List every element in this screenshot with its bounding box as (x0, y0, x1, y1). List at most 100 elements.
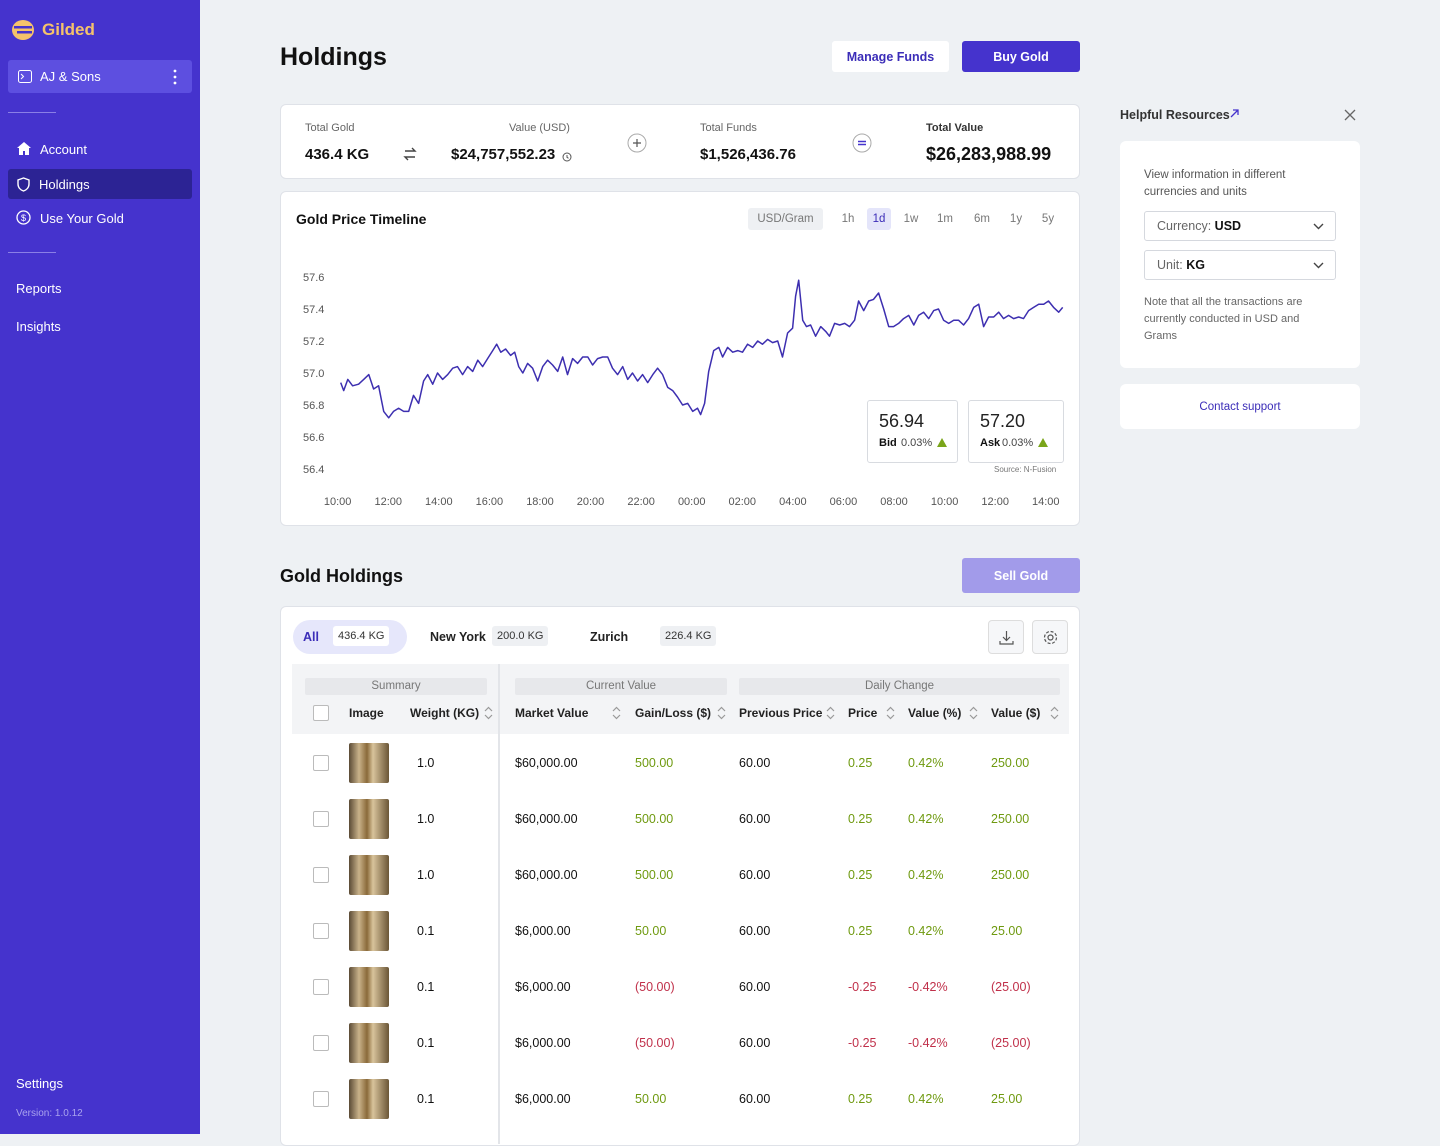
checkbox[interactable] (313, 867, 329, 883)
quote-change: 0.03% (901, 437, 933, 449)
x-tick-label: 06:00 (830, 496, 858, 508)
table-cell: 60.00 (739, 1092, 771, 1106)
table-cell: 0.1 (417, 924, 435, 938)
column-header[interactable]: Weight (KG) (410, 706, 480, 720)
nav-active[interactable] (8, 169, 192, 199)
column-header[interactable]: Value ($) (991, 706, 1041, 720)
sort-icon[interactable] (969, 706, 978, 720)
quote-box: 57.20 Ask 0.03% (968, 400, 1064, 463)
column-header[interactable]: Gain/Loss ($) (635, 706, 712, 720)
range-button[interactable]: 1h (841, 213, 855, 225)
account-name: AJ & Sons (40, 69, 101, 84)
table-cell: 250.00 (991, 756, 1030, 770)
unit-select[interactable]: Unit: KG (1144, 250, 1336, 280)
manage-funds-button[interactable]: Manage Funds (832, 41, 949, 72)
nav-link[interactable]: Reports (16, 281, 62, 296)
account-icon (18, 70, 32, 83)
group-header: Daily Change (739, 678, 1060, 695)
y-tick-label: 57.0 (303, 368, 324, 380)
table-cell: 500.00 (635, 868, 674, 882)
settings-link[interactable]: Settings (16, 1076, 63, 1091)
column-header[interactable]: Price (848, 706, 878, 720)
range-button[interactable]: 1y (1009, 213, 1023, 225)
checkbox[interactable] (313, 755, 329, 771)
sort-icon[interactable] (886, 706, 895, 720)
buy-gold-button[interactable]: Buy Gold (962, 41, 1080, 72)
table-cell: $60,000.00 (515, 756, 578, 770)
checkbox[interactable] (313, 1091, 329, 1107)
column-header[interactable]: Value (%) (908, 706, 962, 720)
column-header[interactable]: Previous Price (739, 706, 823, 720)
download-icon (999, 631, 1014, 645)
shield-icon (17, 177, 30, 192)
checkbox[interactable] (313, 1035, 329, 1051)
range-button[interactable]: 1m (937, 213, 953, 225)
download-button[interactable] (988, 620, 1024, 654)
x-tick-label: 12:00 (374, 496, 402, 508)
menu-icon[interactable] (172, 69, 178, 85)
external-icon[interactable] (1230, 109, 1239, 118)
checkbox[interactable] (313, 705, 329, 721)
quote-side: Ask (980, 437, 1001, 449)
brand: Gilded (42, 20, 95, 39)
checkbox[interactable] (313, 979, 329, 995)
nav-item[interactable]: Use Your Gold (40, 211, 124, 226)
table-cell: (50.00) (635, 980, 675, 994)
tab-amount: 200.0 KG (492, 626, 549, 646)
tab-name[interactable]: All (303, 630, 319, 644)
resources-card: View information in different currencies… (1120, 141, 1360, 368)
resources-title: Helpful Resources (1120, 108, 1230, 122)
table-cell: 60.00 (739, 980, 771, 994)
currency-select[interactable]: Currency: USD (1144, 211, 1336, 241)
table-cell: 0.42% (908, 868, 944, 882)
swap-icon[interactable] (403, 147, 417, 161)
select-label: Currency: (1157, 219, 1212, 233)
quote-change: 0.03% (1002, 437, 1034, 449)
gold-bar-image (349, 1079, 389, 1119)
account-switcher[interactable]: AJ & Sons (8, 60, 192, 93)
nav-item[interactable]: Account (40, 142, 87, 157)
table-cell: 0.1 (417, 1036, 435, 1050)
summary-value: $1,526,436.76 (700, 146, 796, 163)
sort-icon[interactable] (717, 706, 726, 720)
table-cell: $60,000.00 (515, 812, 578, 826)
table-cell: 0.25 (848, 812, 873, 826)
range-button[interactable]: 6m (974, 213, 990, 225)
range-button[interactable]: 5y (1041, 213, 1055, 225)
sort-icon[interactable] (612, 706, 621, 720)
gold-bar-image (349, 855, 389, 895)
unit-toggle[interactable]: USD/Gram (748, 208, 823, 230)
sort-icon[interactable] (1050, 706, 1059, 720)
range-button[interactable]: 1w (903, 213, 919, 225)
sort-icon[interactable] (484, 706, 493, 720)
table-cell: 60.00 (739, 868, 771, 882)
resources-note: Note that all the transactions are curre… (1144, 296, 1303, 342)
nav-item[interactable]: Holdings (39, 177, 90, 192)
chevron-icon (1313, 262, 1324, 269)
tab-name[interactable]: Zurich (590, 630, 629, 644)
y-tick-label: 56.4 (303, 464, 324, 476)
table-cell: $6,000.00 (515, 924, 571, 938)
nav-link[interactable]: Insights (16, 319, 61, 334)
tab-name[interactable]: New York (430, 630, 486, 644)
quote-price: 56.94 (879, 411, 925, 431)
table-cell: 50.00 (635, 924, 667, 938)
range-button[interactable]: 1d (867, 208, 891, 230)
x-tick-label: 00:00 (678, 496, 706, 508)
table-cell: (25.00) (991, 980, 1031, 994)
contact-support[interactable]: Contact support (1120, 384, 1360, 429)
sort-icon[interactable] (826, 706, 835, 720)
group-header: Summary (305, 678, 487, 695)
checkbox[interactable] (313, 811, 329, 827)
checkbox[interactable] (313, 923, 329, 939)
sell-gold-button[interactable]: Sell Gold (962, 558, 1080, 593)
settings-button[interactable] (1032, 620, 1068, 654)
column-header[interactable]: Market Value (515, 706, 589, 720)
page-title: Holdings (280, 43, 387, 71)
quote-price: 57.20 (980, 411, 1026, 431)
close-icon[interactable] (1344, 109, 1356, 121)
clock-icon[interactable] (562, 152, 572, 162)
home-icon (17, 142, 31, 155)
